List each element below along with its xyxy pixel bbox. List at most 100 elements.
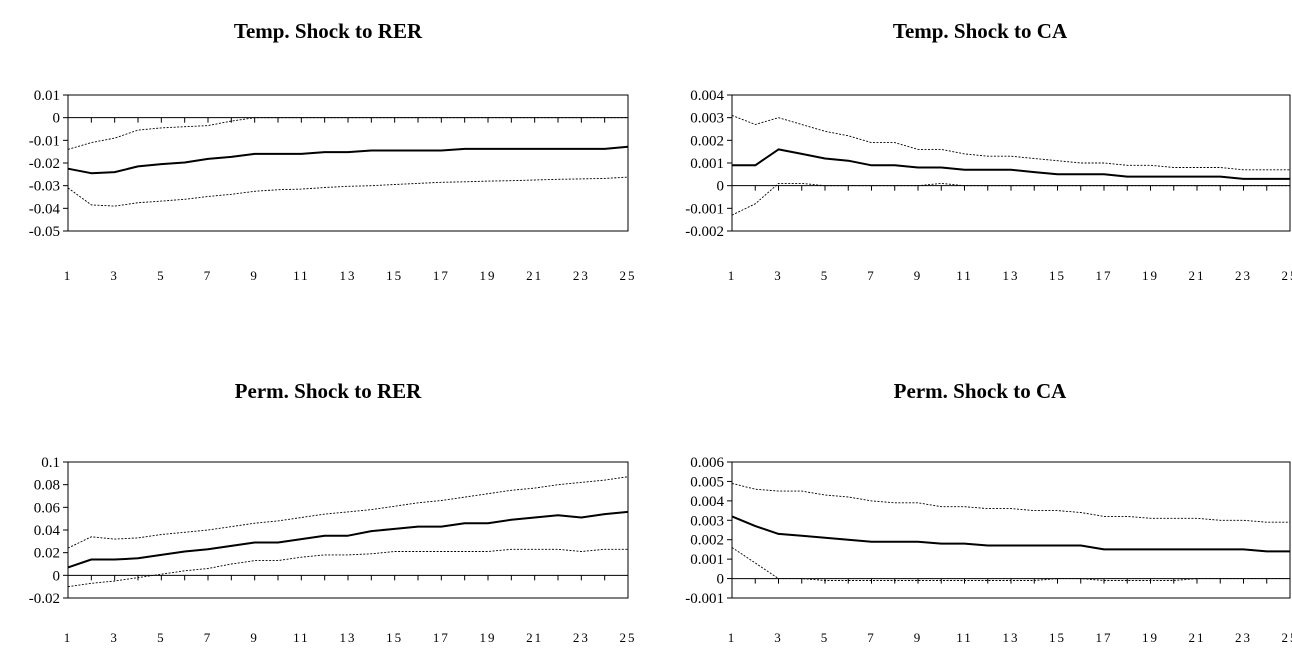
y-tick-label: 0: [53, 568, 61, 584]
x-tick-label: 15: [1049, 630, 1066, 645]
chart-title: Perm. Shock to RER: [235, 379, 422, 403]
x-tick-label: 1: [728, 268, 737, 283]
chart-panel: Temp. Shock to CA 0.004 0.003 0.002 0.001 0 -0…: [685, 19, 1292, 283]
y-tick-label: -0.01: [29, 133, 60, 149]
x-tick-label: 21: [1189, 268, 1206, 283]
series-line-upper-band: [731, 482, 1290, 523]
x-tick-label: 21: [526, 630, 543, 645]
series-line-upper-band: [731, 114, 1290, 171]
series-line-lower-band: [67, 548, 628, 588]
y-tick-label: -0.04: [29, 201, 61, 217]
chart-title: Temp. Shock to CA: [893, 19, 1068, 43]
y-tick-label: -0.001: [685, 201, 724, 217]
x-tick-label: 13: [340, 630, 357, 645]
x-tick-label: 17: [433, 268, 450, 283]
series-line-upper-band: [67, 117, 628, 150]
x-tick-label: 1: [64, 630, 73, 645]
x-tick-label: 3: [774, 268, 783, 283]
x-tick-label: 21: [1189, 630, 1206, 645]
plot-frame: [731, 461, 1291, 599]
y-tick-label: 0.003: [690, 513, 724, 529]
x-tick-label: 9: [914, 268, 923, 283]
x-tick-label: 23: [573, 268, 590, 283]
y-tick-label: 0.002: [690, 133, 724, 149]
chart-panel: Perm. Shock to CA 0.006 0.005 0.004 0.003 0.0…: [685, 379, 1292, 645]
x-tick-label: 5: [821, 268, 830, 283]
y-tick-label: 0.004: [690, 494, 724, 510]
x-tick-label: 19: [1142, 268, 1159, 283]
x-tick-label: 11: [956, 268, 973, 283]
x-tick-label: 23: [1235, 268, 1252, 283]
x-tick-label: 3: [774, 630, 783, 645]
y-tick-label: 0.006: [690, 455, 724, 471]
x-tick-label: 25: [620, 268, 637, 283]
plot-frame: [67, 94, 629, 232]
x-tick-label: 15: [386, 630, 403, 645]
y-tick-label: 0.04: [34, 523, 61, 539]
y-tick-label: 0.005: [690, 474, 724, 490]
x-tick-label: 11: [293, 630, 310, 645]
x-tick-label: 7: [204, 268, 213, 283]
x-tick-label: 9: [250, 630, 259, 645]
x-tick-label: 13: [1003, 268, 1020, 283]
x-tick-label: 25: [620, 630, 637, 645]
x-tick-label: 11: [293, 268, 310, 283]
x-tick-label: 7: [867, 268, 876, 283]
y-tick-label: 0.02: [34, 546, 60, 562]
x-tick-label: 7: [867, 630, 876, 645]
y-tick-label: 0.1: [41, 455, 60, 471]
x-tick-label: 19: [1142, 630, 1159, 645]
x-tick-label: 3: [110, 630, 119, 645]
y-tick-label: 0.002: [690, 533, 724, 549]
y-tick-label: 0.004: [690, 88, 724, 104]
x-tick-label: 13: [340, 268, 357, 283]
chart-panel: Perm. Shock to RER 0.1 0.08 0.06 0.04 0.02 0 -0…: [29, 379, 637, 645]
y-tick-label: -0.001: [685, 591, 724, 607]
x-tick-label: 17: [433, 630, 450, 645]
chart-title: Temp. Shock to RER: [234, 19, 423, 43]
x-tick-label: 9: [250, 268, 259, 283]
x-tick-label: 19: [480, 630, 497, 645]
x-tick-label: 23: [573, 630, 590, 645]
x-tick-label: 5: [157, 630, 166, 645]
y-tick-label: 0.06: [34, 500, 61, 516]
y-tick-label: 0.001: [690, 552, 724, 568]
series-line-estimate: [731, 515, 1290, 553]
y-tick-label: 0: [717, 572, 725, 588]
x-tick-label: 1: [728, 630, 737, 645]
y-tick-label: 0.08: [34, 478, 60, 494]
x-tick-label: 15: [1049, 268, 1066, 283]
chart-title: Perm. Shock to CA: [894, 379, 1067, 403]
y-tick-label: -0.02: [29, 156, 60, 172]
x-tick-label: 15: [386, 268, 403, 283]
y-tick-label: -0.03: [29, 179, 60, 195]
series-line-lower-band: [731, 182, 1290, 216]
x-tick-label: 23: [1235, 630, 1252, 645]
series-line-estimate: [732, 148, 1290, 180]
x-tick-label: 5: [157, 268, 166, 283]
x-tick-label: 17: [1096, 268, 1113, 283]
series-line-lower-band: [67, 176, 629, 207]
x-tick-label: 5: [821, 630, 830, 645]
y-tick-label: -0.002: [685, 224, 724, 240]
x-tick-label: 25: [1282, 268, 1292, 283]
series-line-lower-band: [731, 547, 1290, 581]
x-tick-label: 3: [110, 268, 119, 283]
x-tick-label: 7: [204, 630, 213, 645]
series-line-upper-band: [67, 476, 629, 549]
y-tick-label: 0: [53, 111, 61, 127]
x-tick-label: 11: [956, 630, 973, 645]
y-tick-label: -0.05: [29, 224, 60, 240]
x-tick-label: 13: [1003, 630, 1020, 645]
x-tick-label: 19: [480, 268, 497, 283]
chart-panel: Temp. Shock to RER 0.01 0 -0.01 -0.02 -0.03 -0…: [29, 19, 637, 283]
x-tick-label: 25: [1282, 630, 1292, 645]
series-line-estimate: [67, 510, 629, 569]
y-tick-label: -0.02: [29, 591, 60, 607]
y-tick-label: 0.003: [690, 111, 724, 127]
series-line-estimate: [67, 145, 629, 175]
x-tick-label: 21: [526, 268, 543, 283]
x-tick-label: 9: [914, 630, 923, 645]
y-tick-label: 0.01: [34, 88, 60, 104]
